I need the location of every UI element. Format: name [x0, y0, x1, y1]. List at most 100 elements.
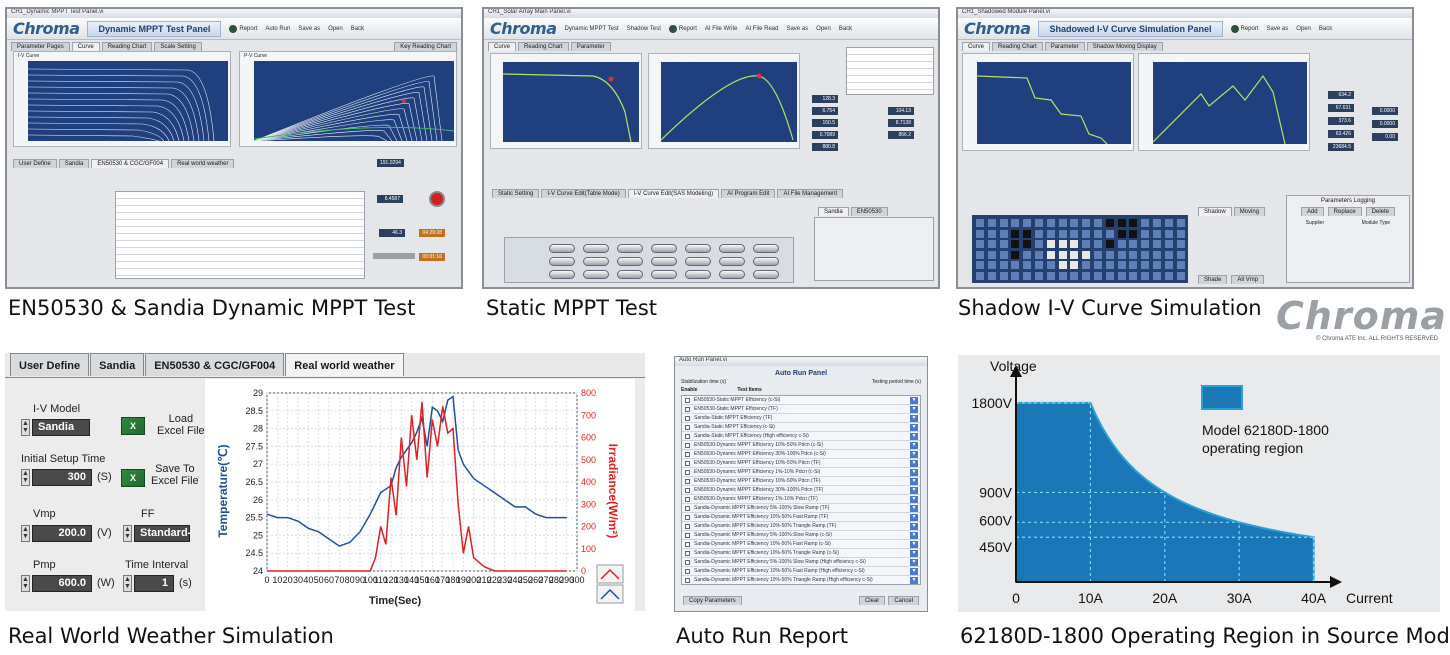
- shadow-cell[interactable]: [1046, 219, 1055, 227]
- dropdown-arrow-icon[interactable]: ▼: [910, 459, 918, 467]
- shadow-cell[interactable]: [1058, 261, 1067, 270]
- shadow-cell[interactable]: [1141, 229, 1150, 238]
- shadow-cell[interactable]: [1070, 219, 1079, 227]
- sas-toggle[interactable]: [685, 270, 711, 279]
- shadow-cell[interactable]: [1164, 219, 1173, 227]
- shadow-cell[interactable]: [987, 240, 996, 249]
- shadow-cell[interactable]: [999, 261, 1008, 270]
- enable-checkbox[interactable]: [685, 568, 690, 574]
- test-item-row[interactable]: Sandia-Dynamic MPPT Efficiency 5%-100% S…: [682, 531, 920, 540]
- enable-checkbox[interactable]: [685, 577, 690, 583]
- setup-time-input[interactable]: 300: [32, 469, 92, 486]
- dropdown-arrow-icon[interactable]: ▼: [910, 504, 918, 512]
- test-item-row[interactable]: EN50530-Dynamic MPPT Efficiency 10%-50% …: [682, 477, 920, 486]
- enable-checkbox[interactable]: [685, 505, 690, 511]
- shadow-cell[interactable]: [987, 261, 996, 270]
- tab-en50530[interactable]: EN50530 & CGC/GF004: [91, 159, 170, 168]
- shadow-cell[interactable]: [1105, 240, 1114, 249]
- ff-select[interactable]: Standard-: [134, 525, 191, 542]
- sas-toggle[interactable]: [685, 244, 711, 253]
- tab-parameter[interactable]: Parameter: [570, 42, 611, 51]
- tab-ai-program[interactable]: AI Program Edit: [721, 189, 776, 198]
- dropdown-arrow-icon[interactable]: ▼: [910, 405, 918, 413]
- shadow-cell[interactable]: [1035, 261, 1043, 270]
- test-item-row[interactable]: Sandia-Dynamic MPPT Efficiency 10%-50% F…: [682, 540, 920, 549]
- open-button[interactable]: Open: [1296, 25, 1311, 32]
- shadow-cell[interactable]: [1011, 240, 1020, 249]
- shadow-cell[interactable]: [1070, 272, 1079, 280]
- tab-en50530[interactable]: EN50530 & CGC/GF004: [145, 353, 285, 376]
- replace-button[interactable]: Replace: [1327, 207, 1362, 216]
- sas-toggle[interactable]: [753, 270, 779, 279]
- shadow-cell[interactable]: [1046, 229, 1055, 238]
- clear-button[interactable]: Clear: [858, 596, 886, 605]
- shadow-cell[interactable]: [999, 250, 1008, 259]
- shadow-cell[interactable]: [976, 261, 984, 270]
- delete-button[interactable]: Delete: [1365, 207, 1396, 216]
- shadow-cell[interactable]: [1141, 250, 1150, 259]
- sas-toggle[interactable]: [549, 270, 575, 279]
- dropdown-arrow-icon[interactable]: ▼: [910, 576, 918, 584]
- shadow-cell[interactable]: [1141, 240, 1150, 249]
- tab-shadow-moving[interactable]: Shadow Moving Display: [1086, 42, 1163, 51]
- shadow-cell[interactable]: [1094, 229, 1102, 238]
- tab-reading-chart[interactable]: Reading Chart: [518, 42, 569, 51]
- test-item-row[interactable]: Sandia-Dynamic MPPT Efficiency 10%-50% F…: [682, 567, 920, 576]
- test-item-row[interactable]: EN50530-Dynamic MPPT Efficiency 1%-10% P…: [682, 468, 920, 477]
- shadow-cell[interactable]: [1176, 272, 1185, 280]
- dynamic-mppt-button[interactable]: Dynamic MPPT Test: [564, 25, 619, 32]
- pmp-spinner[interactable]: ▲ ▼: [21, 575, 30, 592]
- enable-checkbox[interactable]: [685, 514, 690, 520]
- sas-toggle[interactable]: [583, 244, 609, 253]
- shadow-cell[interactable]: [987, 219, 996, 227]
- shadow-cell[interactable]: [1082, 240, 1091, 249]
- shadow-cell[interactable]: [1164, 250, 1173, 259]
- iv-model-select[interactable]: Sandia: [32, 419, 90, 436]
- dropdown-arrow-icon[interactable]: ▼: [910, 522, 918, 530]
- shadow-cell[interactable]: [976, 240, 984, 249]
- shadow-cell[interactable]: [1164, 240, 1173, 249]
- shadow-cell[interactable]: [1046, 250, 1055, 259]
- shadow-cell[interactable]: [1070, 261, 1079, 270]
- shadow-cell[interactable]: [1176, 229, 1185, 238]
- cancel-button[interactable]: Cancel: [888, 596, 919, 605]
- shadow-cell[interactable]: [1035, 229, 1043, 238]
- test-item-row[interactable]: Sandia-Dynamic MPPT Efficiency 10%-50% F…: [682, 513, 920, 522]
- shadow-cell[interactable]: [1117, 250, 1126, 259]
- enable-checkbox[interactable]: [685, 415, 690, 421]
- shadow-cell[interactable]: [1035, 272, 1043, 280]
- report-button[interactable]: Report: [1230, 24, 1259, 33]
- shadow-cell[interactable]: [1094, 219, 1102, 227]
- key-reading-button[interactable]: Key Reading Chart: [394, 42, 457, 51]
- tab-curve[interactable]: Curve: [962, 42, 991, 51]
- shadow-cell[interactable]: [976, 272, 984, 280]
- tab-scale-setting[interactable]: Scale Setting: [154, 42, 202, 51]
- shadow-cell[interactable]: [1105, 272, 1114, 280]
- tab-parameter-pages[interactable]: Parameter Pages: [11, 42, 70, 51]
- test-item-row[interactable]: Sandia-Static MPPT Efficiency (High effi…: [682, 432, 920, 441]
- shadow-cell[interactable]: [1070, 250, 1079, 259]
- shadow-cell[interactable]: [1105, 229, 1114, 238]
- test-item-row[interactable]: EN50530-Dynamic MPPT Efficiency 30%-100%…: [682, 450, 920, 459]
- dropdown-arrow-icon[interactable]: ▼: [910, 396, 918, 404]
- shadow-cell[interactable]: [1129, 219, 1138, 227]
- dropdown-arrow-icon[interactable]: ▼: [910, 558, 918, 566]
- shadow-cell[interactable]: [1023, 261, 1032, 270]
- shadow-cell[interactable]: [1176, 219, 1185, 227]
- shadow-cell[interactable]: [1082, 229, 1091, 238]
- test-item-row[interactable]: Sandia-Dynamic MPPT Efficiency 5%-100% S…: [682, 504, 920, 513]
- shadow-cell[interactable]: [1129, 240, 1138, 249]
- shadow-cell[interactable]: [1023, 219, 1032, 227]
- shade-button[interactable]: Shade: [1198, 275, 1228, 284]
- shadow-cell[interactable]: [1023, 229, 1032, 238]
- sas-toggle[interactable]: [685, 257, 711, 266]
- back-button[interactable]: Back: [1318, 25, 1333, 32]
- enable-checkbox[interactable]: [685, 550, 690, 556]
- shadow-cell[interactable]: [1035, 250, 1043, 259]
- dropdown-arrow-icon[interactable]: ▼: [910, 432, 918, 440]
- sas-toggle[interactable]: [753, 257, 779, 266]
- tab-sandia[interactable]: Sandia: [90, 353, 145, 376]
- sas-toggle[interactable]: [651, 257, 677, 266]
- sas-toggle[interactable]: [549, 257, 575, 266]
- shadow-cell[interactable]: [1176, 250, 1185, 259]
